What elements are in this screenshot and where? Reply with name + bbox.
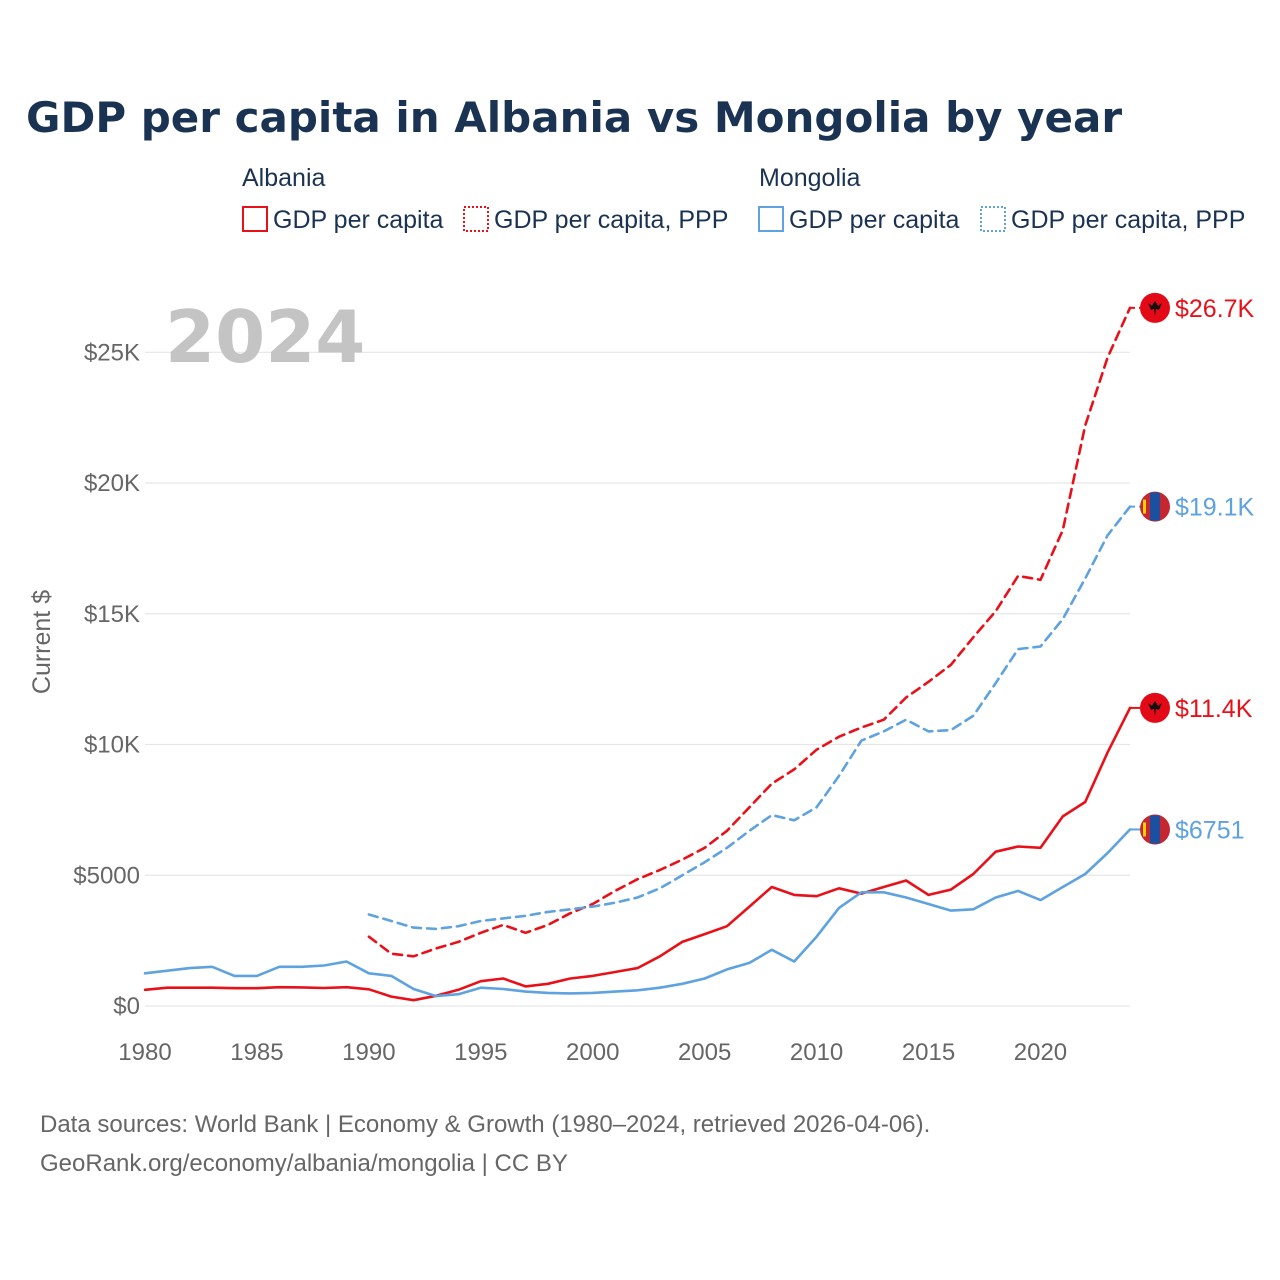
legend-group-albania: Albania: [242, 164, 325, 192]
source-line-2: GeoRank.org/economy/albania/mongolia | C…: [40, 1150, 568, 1177]
x-axis-ticks: 1980 1985 1990 1995 2000 2005 2010 2015 2020: [118, 1039, 1067, 1066]
series-line-2: [367, 306, 1132, 958]
mongolia-flag-stripe: [1150, 815, 1160, 844]
y-axis-label: Current $: [28, 590, 56, 694]
legend-swatch-mongolia-ppp: [980, 206, 1006, 232]
x-tick-label: 2020: [1014, 1039, 1067, 1066]
chart-title: GDP per capita in Albania vs Mongolia by…: [26, 93, 1122, 142]
x-tick-label: 1985: [230, 1039, 283, 1066]
y-axis-ticks: $0 $5000 $10K $15K $20K $25K: [73, 339, 140, 1020]
y-tick-label: $25K: [84, 339, 140, 366]
gridlines: [145, 351, 1130, 1007]
legend-group-mongolia: Mongolia: [759, 164, 861, 192]
y-tick-label: $10K: [84, 732, 140, 759]
legend-swatch-albania-ppp: [463, 206, 489, 232]
series-endpoints: $11.4K $26.7K $6751 $19.1K: [1130, 292, 1255, 845]
series-line-4: [367, 505, 1132, 931]
series-lines: [143, 306, 1132, 1002]
x-tick-label: 1995: [454, 1039, 507, 1066]
y-tick-label: $0: [113, 993, 140, 1020]
x-tick-label: 2010: [790, 1039, 843, 1066]
x-tick-label: 2015: [902, 1039, 955, 1066]
series-end-label: $19.1K: [1175, 494, 1255, 522]
x-tick-label: 1990: [342, 1039, 395, 1066]
series-end-label: $26.7K: [1175, 295, 1255, 323]
y-tick-label: $20K: [84, 470, 140, 497]
x-tick-label: 2000: [566, 1039, 619, 1066]
x-tick-label: 1980: [118, 1039, 171, 1066]
year-overlay: 2024: [165, 295, 365, 379]
legend-label-albania-gdp: GDP per capita: [273, 206, 444, 234]
series-line-1: [143, 706, 1132, 1002]
series-end-label: $6751: [1175, 816, 1245, 844]
series-end-label: $11.4K: [1175, 695, 1253, 723]
albania-eagle-icon: [1148, 700, 1162, 716]
y-tick-label: $15K: [84, 601, 140, 628]
mongolia-flag-stripe: [1150, 492, 1160, 521]
source-line-1: Data sources: World Bank | Economy & Gro…: [40, 1111, 930, 1138]
series-line-3: [143, 828, 1132, 998]
mongolia-soyombo-icon: [1143, 499, 1146, 514]
x-tick-label: 2005: [678, 1039, 731, 1066]
legend: Albania GDP per capita GDP per capita, P…: [242, 164, 1245, 234]
legend-swatch-mongolia-gdp: [758, 206, 784, 232]
albania-eagle-icon: [1148, 300, 1162, 316]
mongolia-soyombo-icon: [1143, 822, 1146, 837]
y-tick-label: $5000: [73, 862, 140, 889]
legend-label-mongolia-ppp: GDP per capita, PPP: [1011, 206, 1245, 234]
legend-swatch-albania-gdp: [242, 206, 268, 232]
legend-label-mongolia-gdp: GDP per capita: [789, 206, 960, 234]
legend-label-albania-ppp: GDP per capita, PPP: [494, 206, 728, 234]
